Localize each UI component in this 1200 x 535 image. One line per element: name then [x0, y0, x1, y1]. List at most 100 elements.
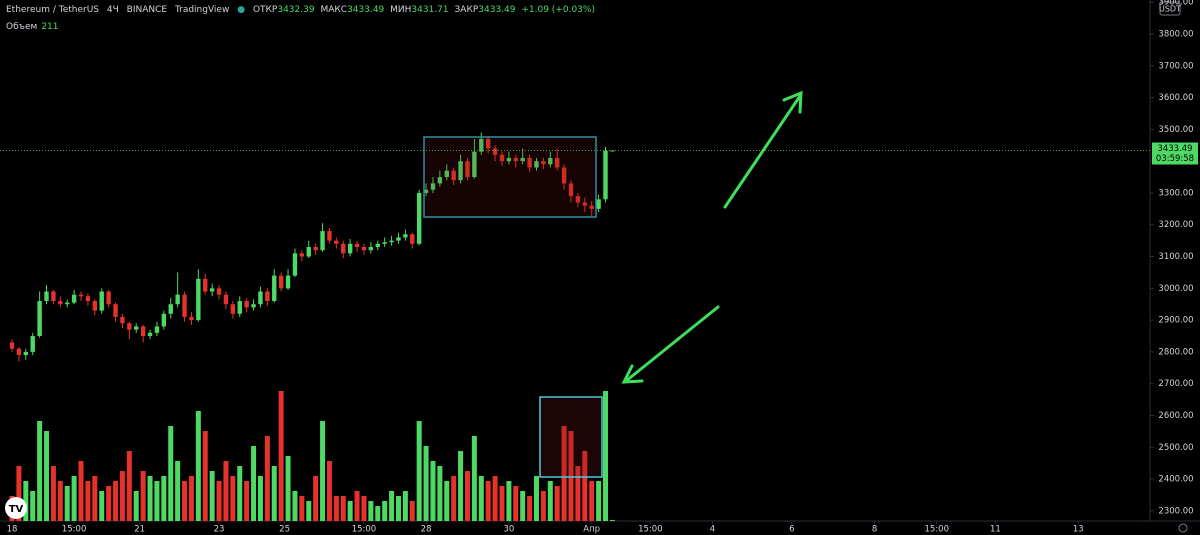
volume-bar — [30, 491, 36, 521]
candle-body — [485, 138, 491, 149]
volume-bar — [533, 476, 539, 521]
volume-bar — [251, 446, 257, 521]
candle-body — [127, 323, 132, 330]
candle-body — [492, 148, 498, 155]
volume-bar — [230, 476, 236, 521]
candle-body — [361, 246, 367, 251]
volume-bar — [603, 391, 609, 521]
y-tick-label: 2600.00 — [1158, 411, 1193, 421]
volume-bar — [106, 486, 112, 521]
ohlc-value: 3432.39 — [277, 5, 315, 15]
candle-body — [341, 243, 346, 254]
volume-bar — [506, 481, 512, 521]
volume-bar — [554, 486, 560, 521]
candle-body — [272, 275, 277, 302]
candle-body — [9, 342, 15, 349]
candle-body — [196, 278, 201, 321]
volume-bar — [154, 481, 160, 521]
volume-bar — [582, 451, 588, 521]
volume-bar — [195, 411, 201, 521]
candle-body — [189, 316, 194, 321]
candle-body — [596, 199, 601, 209]
volume-legend: Объем 211 — [6, 22, 59, 32]
volume-bar — [575, 466, 581, 521]
series — [9, 132, 615, 521]
volume-bar — [464, 471, 470, 521]
x-tick-label: 18 — [7, 525, 18, 535]
candle-body — [44, 291, 49, 302]
y-tick-label: 2900.00 — [1158, 316, 1193, 326]
candle-body — [140, 326, 146, 336]
volume-bar — [264, 436, 270, 521]
volume-label: Объем — [6, 22, 38, 32]
candle-body — [285, 275, 291, 289]
candle-body — [334, 240, 339, 244]
volume-bar — [561, 426, 567, 521]
candle-body — [416, 192, 422, 244]
candle-body — [182, 294, 187, 317]
candle-body — [527, 157, 532, 168]
price-axis-bg — [1150, 0, 1200, 535]
candle-body — [292, 253, 298, 276]
volume-bar — [444, 481, 450, 521]
arrow-down — [621, 305, 720, 384]
candle-body — [85, 296, 91, 302]
ohlc-label: МАКС — [320, 5, 348, 15]
candle-body — [506, 157, 512, 162]
y-tick-label: 3800.00 — [1158, 30, 1193, 40]
volume-box — [539, 396, 603, 478]
candle-body — [589, 205, 594, 209]
volume-bar — [347, 501, 353, 521]
volume-bar — [168, 426, 174, 521]
volume-bar — [382, 501, 388, 521]
ohlc-value: 3431.71 — [411, 5, 449, 15]
y-tick-label: 3500.00 — [1158, 125, 1193, 135]
volume-bar — [16, 466, 22, 521]
volume-bar — [50, 466, 56, 521]
volume-bar — [340, 496, 346, 521]
candle-body — [30, 335, 35, 352]
x-tick-label: 30 — [503, 525, 514, 535]
x-tick-label: Апр — [583, 525, 600, 535]
candle-body — [582, 202, 587, 206]
header: Ethereum / TetherUS 4Ч BINANCE TradingVi… — [6, 5, 598, 15]
candle-body — [368, 246, 374, 251]
y-tick-label: 3200.00 — [1158, 220, 1193, 230]
x-tick-label: 25 — [279, 525, 290, 535]
y-tick-label: 3700.00 — [1158, 61, 1193, 71]
range-box — [423, 136, 597, 218]
candle-body — [389, 240, 394, 243]
volume-bar — [78, 461, 84, 521]
volume-bar — [71, 476, 77, 521]
volume-value: 211 — [41, 22, 59, 32]
volume-bar — [182, 481, 188, 521]
volume-bar — [257, 476, 263, 521]
candle-body — [465, 161, 470, 178]
candle-body — [437, 177, 443, 184]
volume-bar — [320, 421, 326, 521]
volume-bar — [540, 491, 546, 521]
candle-body — [327, 231, 332, 241]
ohlc-value: 3433.49 — [478, 5, 516, 15]
y-tick-label: 2800.00 — [1158, 347, 1193, 357]
volume-bar — [451, 476, 457, 521]
countdown: 03:59:58 — [1156, 154, 1194, 164]
volume-bar — [113, 481, 119, 521]
y-tick-label: 3600.00 — [1158, 93, 1193, 103]
volume-bar — [402, 491, 408, 521]
x-tick-label: 11 — [990, 525, 1001, 535]
volume-bar — [188, 476, 194, 521]
volume-bar — [313, 476, 319, 521]
candle-body — [65, 302, 70, 305]
candle-body — [278, 275, 284, 289]
volume-bar — [333, 496, 339, 521]
volume-bar — [485, 481, 491, 521]
volume-bar — [126, 451, 132, 521]
candle-body — [375, 243, 380, 247]
settings-icon — [1178, 523, 1188, 533]
arrow-up — [723, 90, 803, 209]
y-tick-label: 2700.00 — [1158, 379, 1193, 389]
candle-body — [237, 301, 242, 314]
y-tick-label: 3300.00 — [1158, 188, 1193, 198]
y-tick-label: 2500.00 — [1158, 443, 1193, 453]
